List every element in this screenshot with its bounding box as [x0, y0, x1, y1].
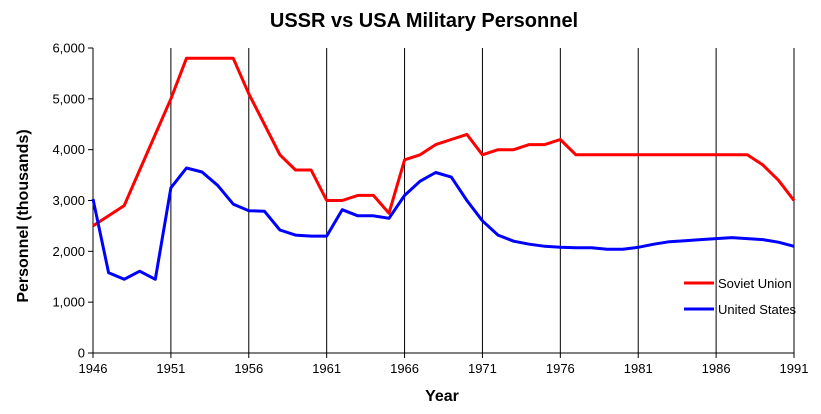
x-tick-label: 1986: [702, 361, 731, 376]
y-tick-label: 5,000: [52, 91, 85, 106]
y-tick-label: 2,000: [52, 244, 85, 259]
x-axis-label: Year: [425, 388, 459, 405]
legend-label-united-states: United States: [718, 302, 797, 317]
y-tick-label: 1,000: [52, 295, 85, 310]
x-tick-label: 1976: [546, 361, 575, 376]
series-line-united-states: [91, 166, 795, 281]
y-axis-ticks: 0 1,000 2,000 3,000 4,000 5,000 6,000: [52, 41, 93, 361]
chart-title: USSR vs USA Military Personnel: [270, 10, 578, 32]
y-axis-label: Personnel (thousands): [15, 129, 32, 302]
x-tick-label: 1961: [312, 361, 341, 376]
x-tick-label: 1966: [390, 361, 419, 376]
y-tick-label: 3,000: [52, 193, 85, 208]
x-tick-label: 1991: [780, 361, 809, 376]
series-line-soviet-union: [92, 56, 796, 228]
x-tick-label: 1951: [156, 361, 185, 376]
y-tick-label: 6,000: [52, 41, 85, 56]
x-tick-label: 1981: [624, 361, 653, 376]
x-tick-label: 1946: [79, 361, 108, 376]
vertical-gridlines: [170, 48, 795, 353]
plot-series: [91, 56, 796, 281]
x-axis-ticks: 1946 1951 1956 1961 1966 1971 1976 1981 1986 1991: [79, 353, 809, 376]
legend-label-soviet-union: Soviet Union: [718, 276, 792, 291]
y-tick-label: 4,000: [52, 142, 85, 157]
legend: Soviet Union United States: [684, 276, 797, 317]
x-tick-label: 1971: [468, 361, 497, 376]
x-tick-label: 1956: [234, 361, 263, 376]
y-tick-label: 0: [78, 346, 85, 361]
